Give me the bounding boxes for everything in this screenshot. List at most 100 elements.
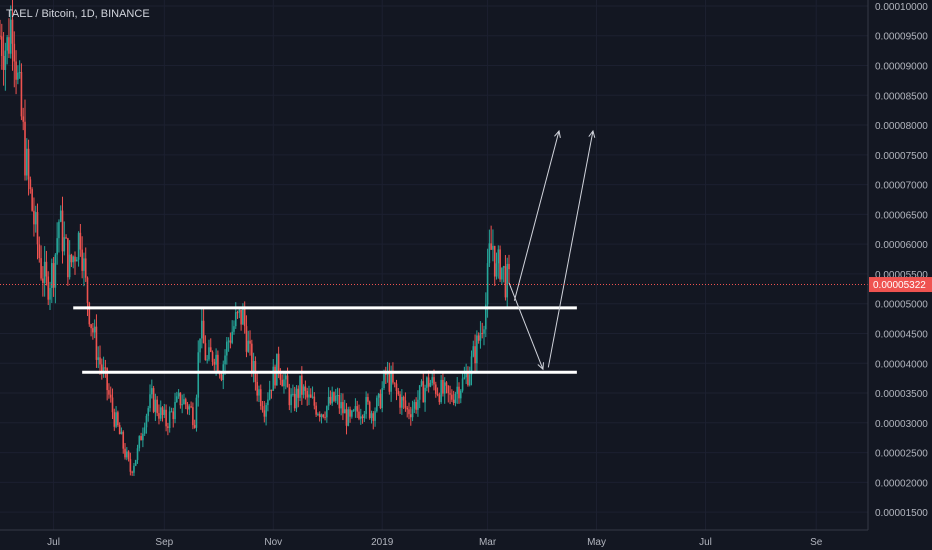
candle-body — [129, 459, 132, 472]
candle-body — [17, 72, 19, 80]
candle-body — [245, 326, 248, 352]
candle-body — [343, 409, 346, 414]
y-tick-label: 0.00007000 — [875, 181, 928, 192]
candle-body — [0, 36, 3, 56]
candle-body — [372, 413, 375, 421]
candle-body — [336, 395, 339, 397]
candle-body — [236, 312, 239, 314]
candle-body — [63, 237, 66, 252]
candle-body — [474, 346, 476, 364]
candle-body — [183, 399, 185, 405]
y-tick-label: 0.00003500 — [875, 389, 928, 400]
candle-body — [156, 399, 158, 414]
candle-body — [299, 375, 301, 398]
candle-body — [176, 396, 178, 403]
y-tick-label: 0.00009500 — [875, 32, 928, 43]
candle-body — [422, 381, 425, 403]
candle-body — [111, 397, 114, 413]
price-axis[interactable]: 0.00010000 0.00009500 0.00009000 0.00008500… — [867, 0, 932, 550]
candle-body — [134, 459, 137, 466]
candle-body — [56, 238, 58, 255]
projection-arrow[interactable] — [547, 130, 594, 368]
candle-body — [172, 411, 175, 420]
candle-body — [276, 353, 278, 386]
candle-body — [99, 357, 101, 365]
candle-body — [142, 433, 144, 441]
candle-body — [426, 377, 428, 388]
candle-body — [377, 393, 380, 398]
candle-body — [326, 406, 328, 418]
candle-body — [345, 409, 348, 426]
candle-body — [195, 397, 198, 428]
candle-body — [451, 394, 453, 400]
candle-body — [243, 307, 246, 327]
candle-body — [408, 409, 410, 415]
candle-body — [133, 465, 135, 473]
candle-body — [206, 359, 208, 361]
price-tag-background — [869, 277, 932, 293]
candle-body — [308, 394, 310, 398]
candle-body — [43, 261, 46, 283]
projection-arrow[interactable] — [508, 282, 544, 370]
candle-body — [484, 304, 487, 330]
candle-body — [449, 393, 451, 395]
candle-body — [352, 410, 355, 412]
y-tick-label: 0.00001500 — [875, 508, 928, 519]
candle-body — [238, 309, 241, 313]
candle-body — [256, 381, 258, 396]
chart-grid — [0, 0, 868, 530]
candle-body — [488, 243, 491, 264]
candle-body — [340, 402, 342, 409]
candle-body — [365, 397, 367, 414]
candle-body — [168, 411, 171, 429]
x-tick-label: Nov — [264, 537, 282, 548]
candle-body — [288, 387, 291, 406]
x-tick-label: Mar — [479, 537, 497, 548]
candle-body — [493, 245, 496, 277]
candle-body — [381, 388, 384, 409]
candle-body — [184, 399, 187, 405]
candle-body — [334, 395, 337, 401]
candle-body — [279, 371, 282, 380]
candle-body — [79, 232, 82, 250]
candle-body — [292, 393, 294, 395]
level-lines[interactable] — [73, 306, 577, 374]
candle-body — [229, 340, 232, 343]
candle-body — [309, 394, 312, 398]
candle-body — [404, 400, 407, 408]
candle-body — [92, 328, 94, 333]
projection-arrow[interactable] — [513, 130, 560, 301]
candle-body — [149, 394, 151, 409]
candle-body — [88, 302, 91, 325]
candle-body — [190, 406, 192, 408]
candle-body — [58, 221, 60, 239]
candle-body — [102, 367, 105, 372]
candle-body — [392, 372, 394, 383]
y-tick-label: 0.00007500 — [875, 151, 928, 162]
candle-body — [74, 256, 76, 262]
candle-body — [374, 411, 376, 421]
candle-body — [247, 340, 250, 352]
candle-body — [70, 254, 73, 263]
candle-body — [443, 382, 446, 394]
price-axis-background — [868, 0, 932, 550]
projection-arrows[interactable] — [508, 129, 596, 371]
candle-body — [197, 352, 200, 398]
candle-body — [145, 415, 148, 428]
candle-body — [83, 258, 85, 271]
time-axis[interactable]: Jul Sep Nov 2019 Mar May Jul Se — [0, 529, 868, 548]
projection-arrowhead — [588, 129, 596, 138]
candle-body — [476, 335, 478, 364]
candle-body — [251, 343, 253, 373]
candle-body — [208, 347, 210, 360]
candle-body — [106, 368, 108, 391]
candle-body — [277, 353, 280, 372]
candle-body — [90, 324, 92, 329]
candle-body — [75, 259, 78, 262]
candle-body — [338, 395, 341, 409]
candle-body — [456, 386, 459, 394]
candle-body — [265, 405, 267, 417]
candle-body — [409, 414, 412, 418]
